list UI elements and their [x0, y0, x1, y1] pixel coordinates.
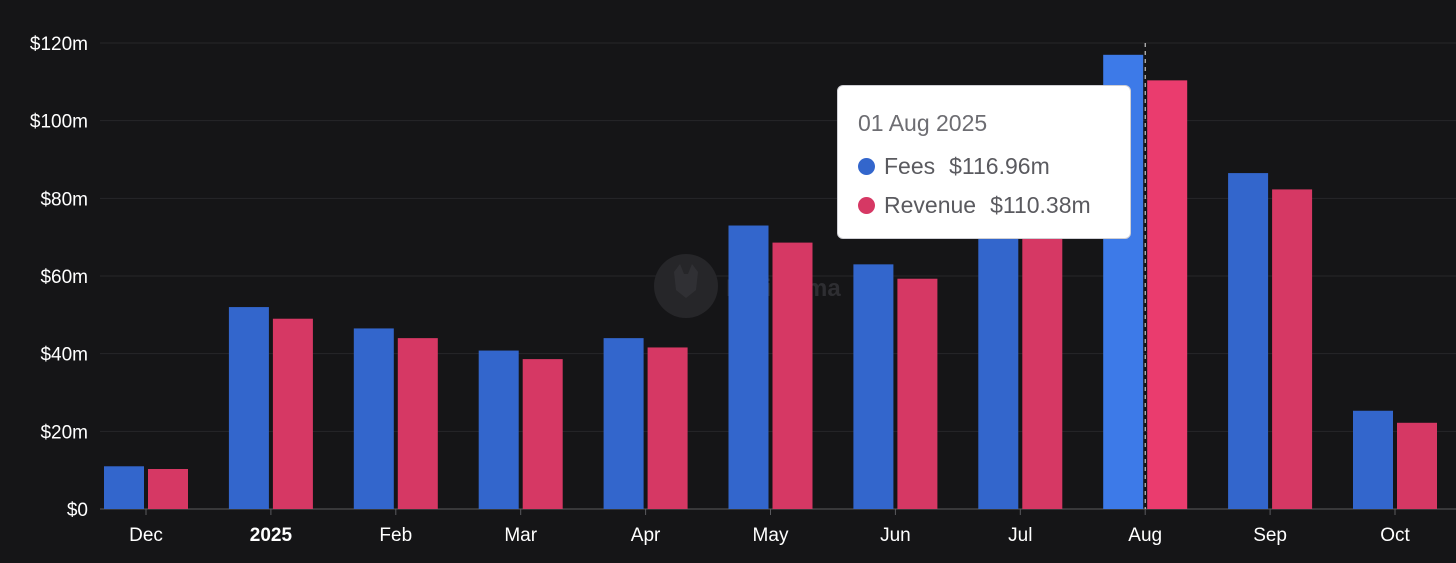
x-tick-label: Mar — [504, 525, 537, 546]
x-tick-label: 2025 — [250, 525, 293, 546]
tooltip-fees-value: $116.96m — [949, 153, 1050, 179]
x-tick-label: Sep — [1253, 525, 1287, 546]
tooltip-date: 01 Aug 2025 — [858, 110, 988, 136]
tooltip-row-revenue: Revenue $110.38m — [858, 186, 1130, 225]
fees-bar[interactable] — [478, 350, 519, 509]
revenue-bar[interactable] — [897, 278, 938, 509]
tooltip-fees-label: Fees — [884, 153, 936, 179]
x-tick-label: Jun — [880, 525, 911, 546]
fees-bar[interactable] — [728, 225, 769, 509]
y-tick-label: $60m — [40, 267, 88, 288]
y-tick-label: $100m — [30, 112, 88, 133]
revenue-bar[interactable] — [272, 318, 313, 509]
revenue-bar[interactable] — [397, 338, 438, 509]
chart-tooltip: 01 Aug 2025 Fees $116.96m Revenue $110.3… — [837, 85, 1131, 239]
y-tick-label: $120m — [30, 34, 88, 55]
x-tick-label: Dec — [129, 525, 163, 546]
y-tick-label: $0 — [67, 500, 88, 521]
tooltip-revenue-value: $110.38m — [990, 192, 1091, 218]
x-tick-label: May — [753, 525, 789, 546]
x-tick-label: Aug — [1128, 525, 1162, 546]
y-tick-label: $40m — [40, 345, 88, 366]
revenue-bar[interactable] — [148, 469, 188, 509]
fees-bar[interactable] — [228, 307, 269, 509]
revenue-legend-dot — [858, 197, 875, 214]
fees-bar[interactable] — [353, 328, 394, 509]
fees-bar[interactable] — [603, 338, 644, 509]
fees-bar[interactable] — [853, 264, 894, 509]
revenue-bar[interactable] — [772, 242, 813, 509]
revenue-bar[interactable] — [1022, 198, 1063, 510]
revenue-bar[interactable] — [1272, 189, 1313, 509]
tooltip-revenue-label: Revenue — [884, 192, 977, 218]
y-axis: $0 $20m $40m $60m $80m $100m $120m — [30, 34, 88, 521]
y-tick-label: $80m — [40, 189, 88, 210]
x-tick-label: Apr — [631, 525, 661, 546]
revenue-bar[interactable] — [522, 359, 563, 509]
revenue-bar[interactable] — [1147, 80, 1188, 509]
x-tick-label: Oct — [1380, 525, 1410, 546]
revenue-bar[interactable] — [1397, 422, 1437, 509]
fees-bar[interactable] — [104, 466, 144, 509]
revenue-bar[interactable] — [647, 347, 688, 509]
fees-bar[interactable] — [1228, 173, 1269, 509]
bars-layer — [104, 54, 1437, 510]
x-tick-label: Jul — [1008, 525, 1032, 546]
x-tick-label: Feb — [379, 525, 412, 546]
x-axis: Dec 2025 Feb Mar Apr May Jun Jul Aug Sep Oct — [129, 509, 1410, 546]
fees-bar[interactable] — [1353, 410, 1393, 509]
tooltip-row-fees: Fees $116.96m — [858, 147, 1130, 186]
fees-legend-dot — [858, 158, 875, 175]
y-tick-label: $20m — [40, 422, 88, 443]
